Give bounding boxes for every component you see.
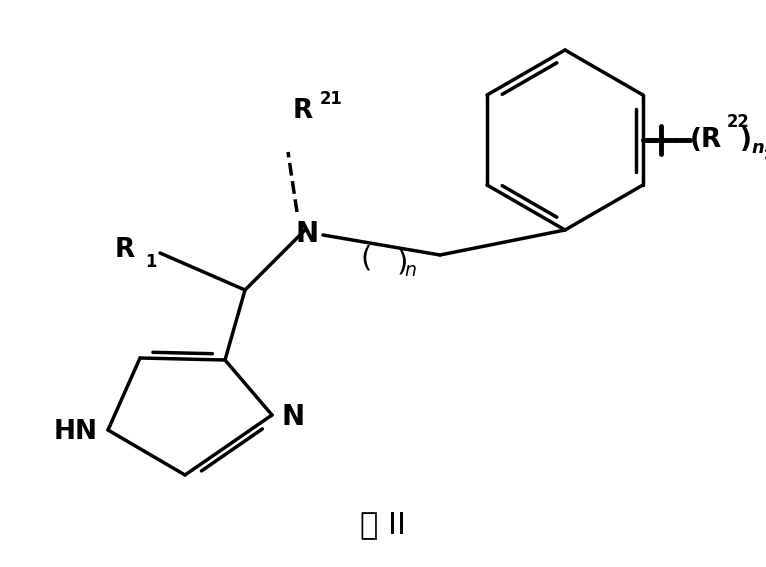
Text: 1: 1	[145, 253, 156, 271]
Text: (: (	[361, 244, 372, 272]
Text: R: R	[115, 237, 136, 263]
Text: 21: 21	[320, 90, 342, 108]
Text: 式 II: 式 II	[360, 510, 406, 539]
Text: ): )	[397, 248, 408, 276]
Text: R: R	[293, 98, 313, 124]
Text: 2: 2	[764, 148, 766, 162]
Text: HN: HN	[54, 419, 98, 445]
Text: n: n	[752, 139, 764, 157]
Text: N: N	[282, 403, 305, 431]
Text: ): )	[740, 127, 752, 153]
Text: (R: (R	[690, 127, 722, 153]
Text: 22: 22	[727, 113, 750, 131]
Text: n: n	[404, 260, 416, 280]
Text: N: N	[296, 220, 319, 248]
